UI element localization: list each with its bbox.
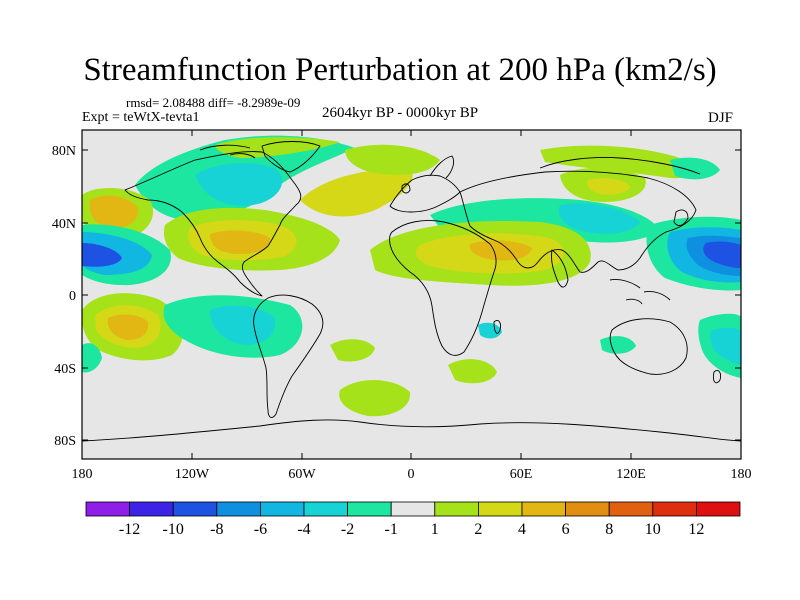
axis-ticks xyxy=(82,130,741,459)
coastline-antarctica xyxy=(82,419,741,442)
anomaly-australia-negative xyxy=(600,336,636,354)
anomaly-central-america-max xyxy=(210,230,271,254)
colorbar-box xyxy=(390,501,436,517)
colorbar-label: -8 xyxy=(210,521,223,538)
anomaly-madagascar-negative xyxy=(478,322,502,339)
coastlines xyxy=(82,141,741,442)
lon-label: 60E xyxy=(510,467,533,482)
colorbar-label: -2 xyxy=(341,521,354,538)
colorbar: -12 -10 -8 -6 -4 -2 -1 1 2 4 6 8 10 12 xyxy=(85,501,741,538)
anomaly-east-pacific-core xyxy=(703,241,741,268)
colorbar-box xyxy=(521,501,566,517)
experiment-label: Expt = teWtX-tevta1 xyxy=(82,110,200,125)
coastline-uk xyxy=(401,183,411,194)
colorbar-box xyxy=(434,501,479,517)
lat-label: 0 xyxy=(69,289,76,304)
colorbar-box xyxy=(477,501,523,517)
colorbar-box xyxy=(696,501,741,517)
anomaly-siberia-core xyxy=(587,178,630,195)
time-period-label: 2604kyr BP - 0000kyr BP xyxy=(322,105,479,121)
anomaly-north-america-negative xyxy=(195,163,283,206)
anomaly-south-indian-positive xyxy=(448,359,497,384)
colorbar-box xyxy=(608,501,654,517)
anomaly-north-atlantic-positive xyxy=(300,168,413,217)
anomaly-arabia-max xyxy=(469,240,532,261)
colorbar-label: -6 xyxy=(254,521,267,538)
coastline-scandinavia xyxy=(429,155,455,179)
colorbar-label: -1 xyxy=(385,521,398,538)
colorbar-label: -4 xyxy=(297,521,310,538)
lat-label: 40N xyxy=(52,217,76,232)
lon-label: 60W xyxy=(288,467,316,482)
lat-label: 80N xyxy=(52,144,76,159)
colorbar-label: 4 xyxy=(518,521,526,538)
colorbar-box xyxy=(652,501,697,517)
coastline-greenland xyxy=(261,141,321,173)
lon-label: 180 xyxy=(731,467,752,482)
coastline-south-america xyxy=(253,294,324,418)
coastline-north-america xyxy=(124,151,302,297)
rmsd-diff-stats: rmsd= 2.08488 diff= -8.2989e-09 xyxy=(126,95,301,110)
coastline-asia xyxy=(459,170,697,273)
colorbar-label: 8 xyxy=(605,521,613,538)
coastline-madagascar xyxy=(493,319,501,334)
lat-label: 40S xyxy=(54,362,76,377)
anomaly-greenland-positive xyxy=(215,137,340,158)
anomaly-central-asia-core xyxy=(558,203,640,234)
longitude-labels: 180 120W 60W 0 60E 120E 180 xyxy=(72,467,752,482)
colorbar-label: -12 xyxy=(119,521,140,538)
lon-label: 120W xyxy=(175,467,210,482)
colorbar-box xyxy=(85,501,130,517)
colorbar-box xyxy=(216,501,261,517)
anomaly-south-america-core xyxy=(210,305,276,345)
lon-label: 180 xyxy=(72,467,93,482)
anomaly-south-pacific-west-negative xyxy=(82,343,102,373)
colorbar-boxes xyxy=(85,501,741,517)
anomaly-arctic-positive xyxy=(540,145,693,179)
colorbar-box xyxy=(347,501,392,517)
lat-label: 80S xyxy=(54,434,76,449)
colorbar-label: 6 xyxy=(562,521,570,538)
coastline-new-zealand xyxy=(713,369,721,384)
colorbar-label: -10 xyxy=(163,521,184,538)
season-label: DJF xyxy=(708,110,734,126)
coastline-africa xyxy=(389,220,497,356)
colorbar-label: 1 xyxy=(431,521,439,538)
colorbar-label: 12 xyxy=(688,521,704,538)
anomaly-tropical-pacific-negative-west-core xyxy=(82,243,122,267)
plot-title: Streamfunction Perturbation at 200 hPa (… xyxy=(83,52,717,88)
colorbar-labels: -12 -10 -8 -6 -4 -2 -1 1 2 4 6 8 10 12 xyxy=(119,521,704,538)
colorbar-box xyxy=(129,501,174,517)
coastline-japan xyxy=(673,209,689,226)
latitude-labels: 80N 40N 0 40S 80S xyxy=(52,144,76,449)
anomaly-south-pacific-max xyxy=(107,314,149,340)
anomaly-europe-positive xyxy=(345,144,440,175)
colorbar-box xyxy=(303,501,348,517)
colorbar-box xyxy=(259,501,305,517)
coastline-canadian-arctic xyxy=(199,144,256,159)
lon-label: 0 xyxy=(408,467,415,482)
colorbar-label: 10 xyxy=(645,521,661,538)
coastline-australia xyxy=(609,318,688,375)
anomaly-ne-pacific-core xyxy=(89,195,139,229)
coastline-southeast-asia-islands xyxy=(609,279,671,305)
coastline-india xyxy=(551,249,569,288)
anomaly-arctic-negative-east xyxy=(670,157,720,180)
anomaly-south-atlantic-positive xyxy=(330,339,375,362)
colorbar-box xyxy=(565,501,610,517)
streamfunction-field xyxy=(82,135,741,417)
colorbar-label: 2 xyxy=(474,521,482,538)
anomaly-south-pacific-east-core xyxy=(710,327,741,365)
colorbar-box xyxy=(172,501,218,517)
anomaly-southern-ocean-positive xyxy=(339,380,411,417)
lon-label: 120E xyxy=(616,467,646,482)
coastline-arctic-siberia xyxy=(539,157,701,175)
